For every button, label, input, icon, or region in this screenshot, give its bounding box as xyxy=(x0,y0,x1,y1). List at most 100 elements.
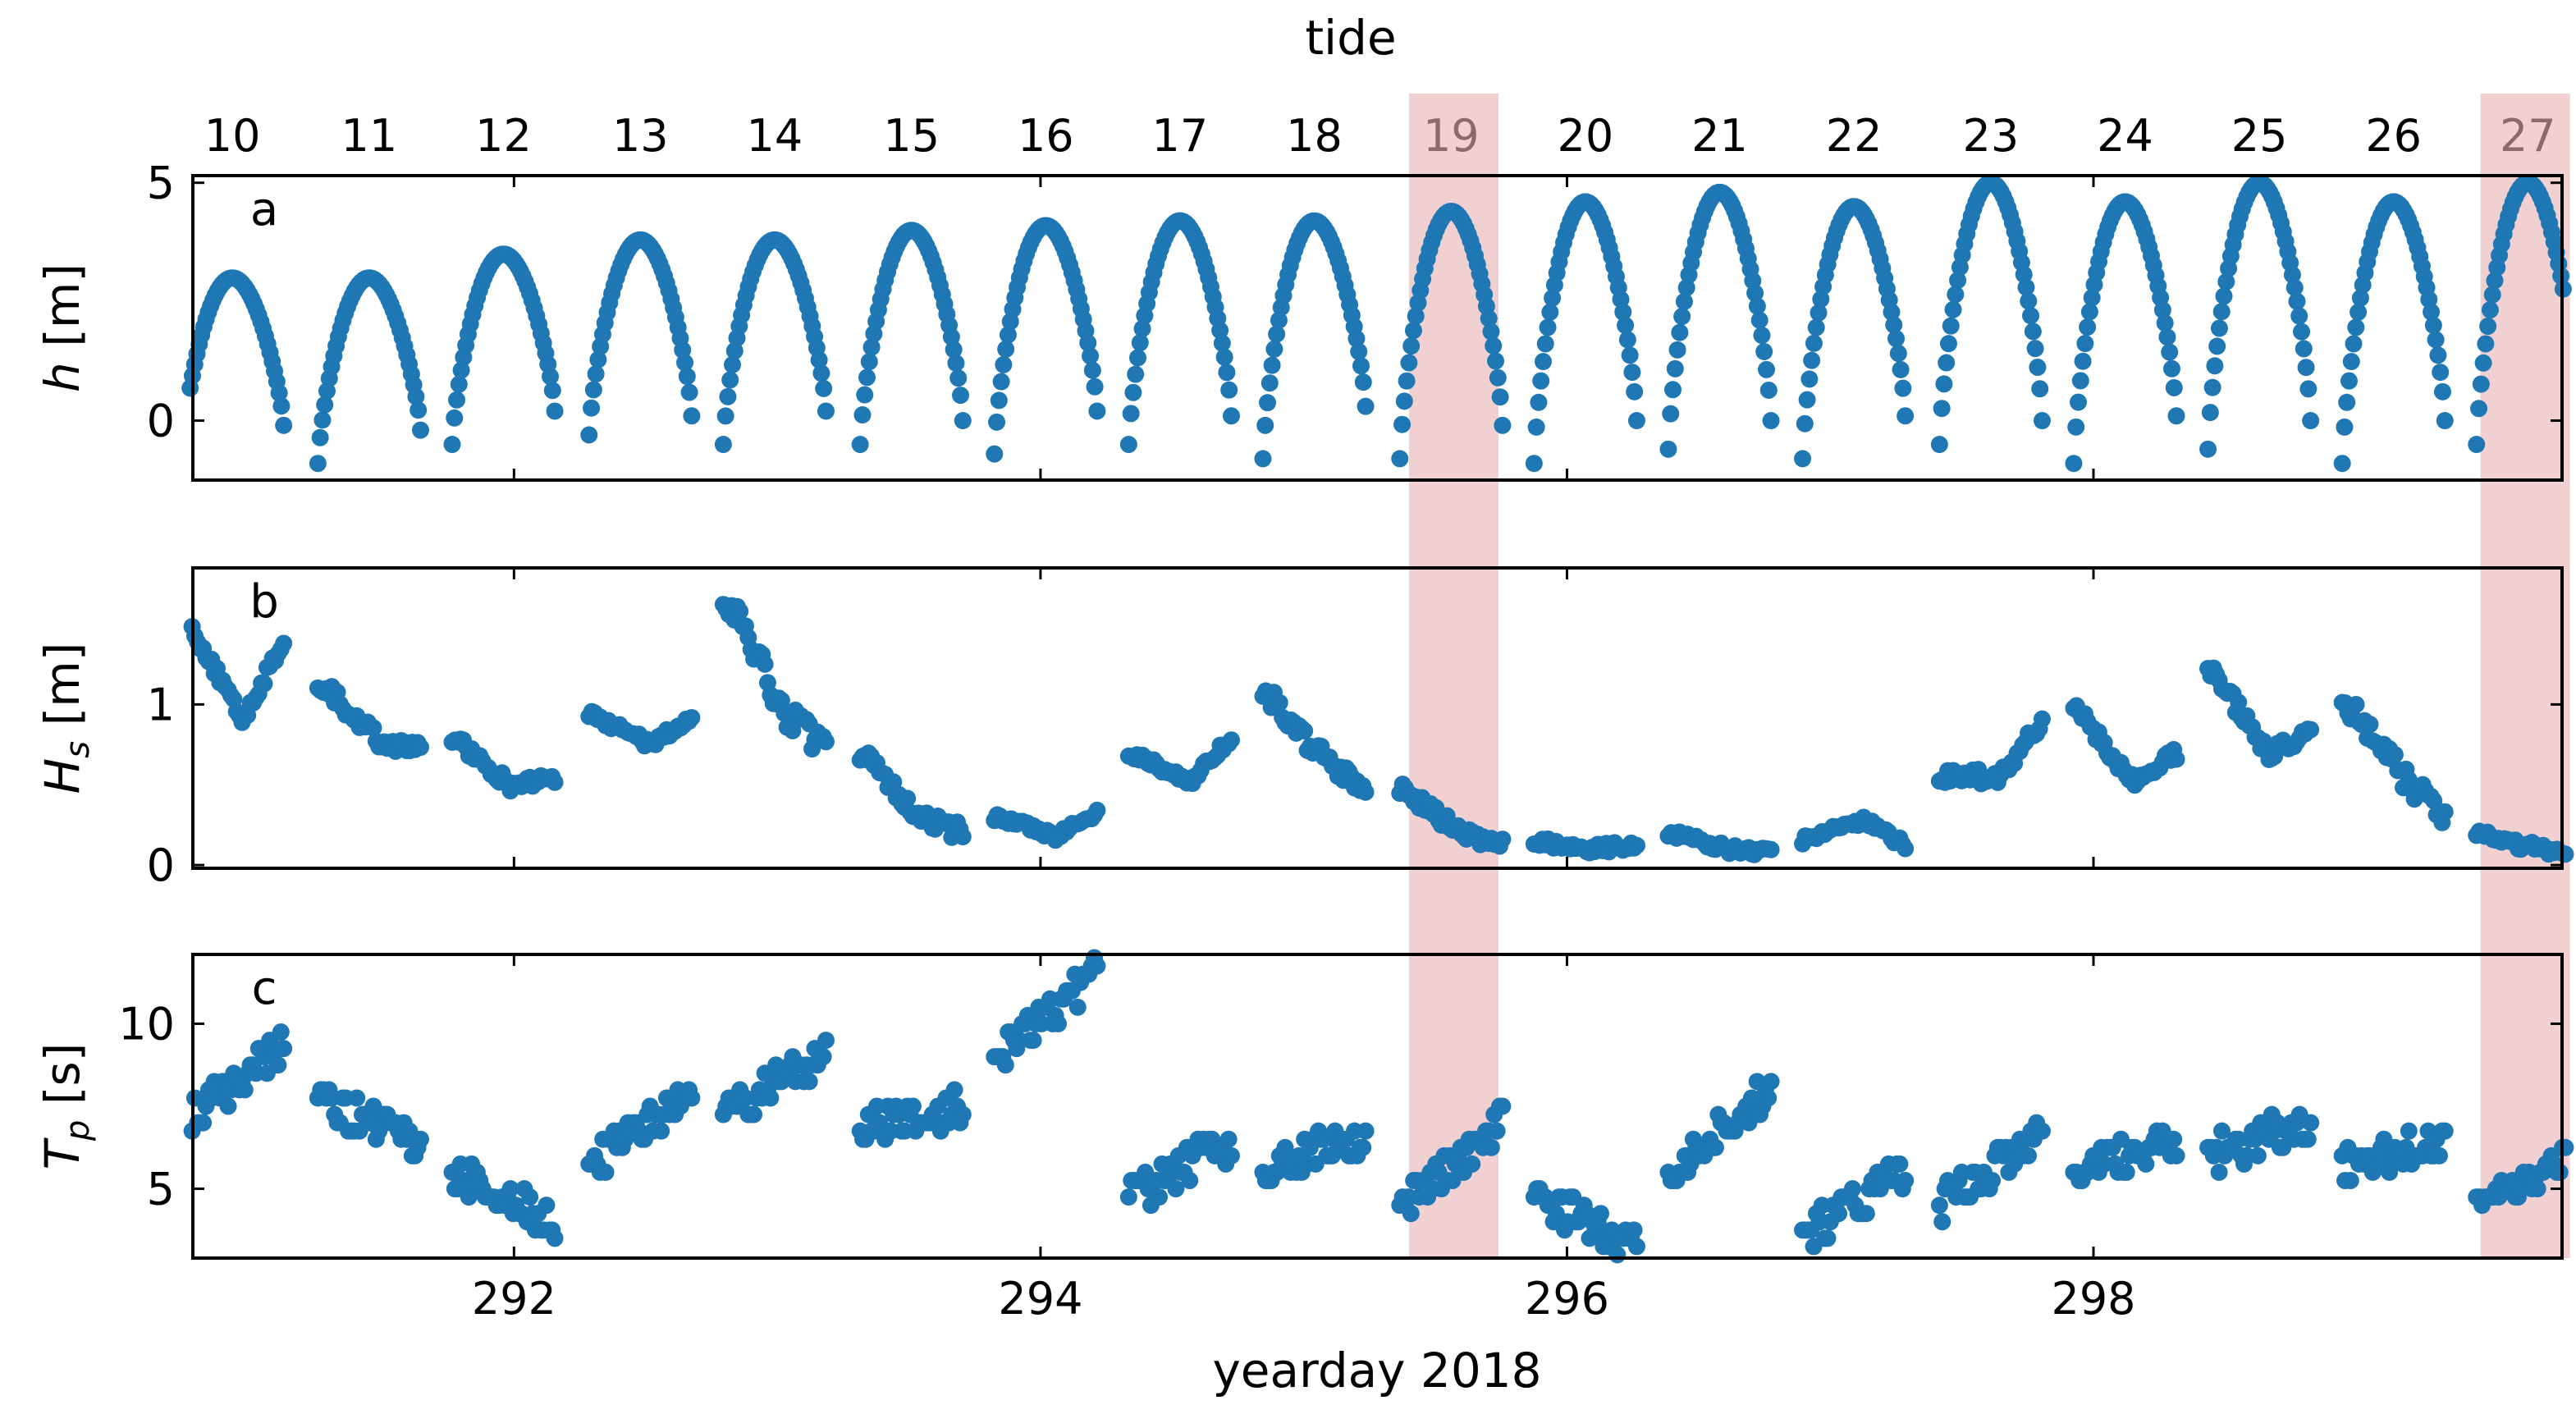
panel-c-point xyxy=(800,1073,818,1091)
panel-a-point xyxy=(1357,397,1375,415)
panel-b-point xyxy=(2302,721,2320,739)
panel-b-point xyxy=(817,733,835,751)
panel-b-point xyxy=(411,739,429,757)
panel-c-point xyxy=(2249,1146,2267,1165)
panel-a-point xyxy=(2158,328,2176,346)
panel-c-point xyxy=(597,1163,615,1181)
panel-c-point xyxy=(904,1097,922,1115)
panel-a-point xyxy=(1398,372,1416,390)
panel-c-point xyxy=(194,1114,213,1132)
panel-c-points xyxy=(183,949,2574,1264)
panel-a-point xyxy=(1947,286,1965,304)
panel-c-point xyxy=(1843,1180,1861,1198)
panel-b-point xyxy=(1296,722,1314,740)
panel-a-point xyxy=(2022,307,2040,325)
panel-a-point xyxy=(999,326,1017,344)
panel-a-point xyxy=(1671,323,1689,341)
panel-c-point xyxy=(538,1197,556,1215)
panel-a-point xyxy=(1930,436,1948,454)
panel-c-point xyxy=(275,1040,293,1058)
panel-a-point xyxy=(1897,407,1915,425)
panel-c-point xyxy=(954,1105,972,1123)
panel-a-point xyxy=(1935,375,1953,393)
panel-c-point xyxy=(2430,1146,2448,1165)
panel-a-point xyxy=(2429,346,2447,364)
panel-a-point xyxy=(725,342,744,360)
panel-a-point xyxy=(860,353,878,371)
panel-a-point xyxy=(1938,354,1956,372)
panel-c-point xyxy=(1819,1229,1837,1247)
panel-a-point xyxy=(2283,266,2301,284)
panel-a-point xyxy=(1402,337,1421,355)
panel-b-point xyxy=(1088,801,1106,819)
panel-c-point xyxy=(1627,1238,1645,1256)
panel-a-point xyxy=(2481,301,2499,319)
panel-a-point xyxy=(1677,279,1695,297)
panel-a-point xyxy=(1617,316,1635,334)
panel-c-point xyxy=(2165,1130,2183,1148)
panel-a-point xyxy=(1794,450,1812,468)
panel-a-point xyxy=(2206,357,2224,375)
panel-c-point xyxy=(1088,957,1106,975)
panel-a-point xyxy=(583,399,601,417)
tide-label-11: 11 xyxy=(341,110,398,162)
panel-a-point xyxy=(1614,303,1632,321)
panel-a-point xyxy=(2065,455,2083,473)
panel-a-point xyxy=(1131,334,1149,352)
panel-a-point xyxy=(2067,418,2085,436)
panel-b: 0 1 b Hs [m] xyxy=(34,566,2574,891)
panel-a-point xyxy=(2029,358,2047,376)
panel-a-point xyxy=(1082,347,1100,365)
y-tick-label: 5 xyxy=(147,1164,175,1215)
panel-a-point xyxy=(1088,402,1106,420)
panel-c-point xyxy=(1930,1197,1948,1215)
panel-a-point xyxy=(1810,304,1828,322)
panel-a-point xyxy=(316,396,334,414)
panel-a-point xyxy=(945,341,963,359)
panel-a-point xyxy=(1662,405,1680,423)
y-tick-label: 1 xyxy=(147,679,175,730)
panel-c-point xyxy=(2212,1122,2231,1140)
panel-letter: b xyxy=(249,575,279,629)
panel-b-point xyxy=(756,655,774,673)
panel-c-point xyxy=(2341,1171,2359,1189)
y-tick-label: 0 xyxy=(147,396,175,447)
panel-c-point xyxy=(2020,1146,2038,1165)
panel-a-point xyxy=(2424,316,2442,334)
panel-a-point xyxy=(2338,393,2356,411)
tide-label-24: 24 xyxy=(2097,110,2153,162)
panel-a-point xyxy=(1666,359,1684,378)
panel-c-point xyxy=(2137,1155,2155,1173)
panel-letter: c xyxy=(252,962,277,1015)
panel-a-point xyxy=(2433,382,2451,400)
panel-a-point xyxy=(947,354,965,372)
panel-a-point xyxy=(2285,278,2304,296)
panel-a-point xyxy=(2080,303,2098,321)
bottom-axis-ticks: 292 294 296 298 xyxy=(472,1273,2136,1325)
panel-a-point xyxy=(1491,388,1509,406)
panel-c-point xyxy=(1024,1032,1042,1050)
panel-c-point xyxy=(1830,1205,1848,1223)
panel-a-point xyxy=(1626,382,1644,400)
y-axis-label: Tp [s] xyxy=(34,1043,97,1170)
panel-a-point xyxy=(1391,450,1409,468)
panel-a-point xyxy=(311,428,329,446)
panel-a-point xyxy=(1525,455,1543,473)
panel-c-point xyxy=(460,1188,478,1206)
tide-label-17: 17 xyxy=(1152,110,1209,162)
panel-a-point xyxy=(1803,351,1821,369)
panel-c-point xyxy=(745,1105,763,1123)
panel-a-point xyxy=(2299,380,2317,398)
x-tick-label: 294 xyxy=(998,1273,1082,1325)
panel-a-point xyxy=(2477,335,2495,353)
panel-b-point xyxy=(2266,748,2284,766)
panel-a-point xyxy=(2302,412,2320,430)
panel-a-point xyxy=(1939,335,1957,353)
panel-a-point xyxy=(851,436,869,454)
panel-a-point xyxy=(2156,314,2174,332)
x-tick-label: 298 xyxy=(2051,1273,2135,1325)
panel-a-point xyxy=(1395,392,1413,410)
panel-a-point xyxy=(1347,330,1366,348)
panel-b-point xyxy=(1897,840,1915,858)
panel-b-frame xyxy=(191,566,2564,870)
